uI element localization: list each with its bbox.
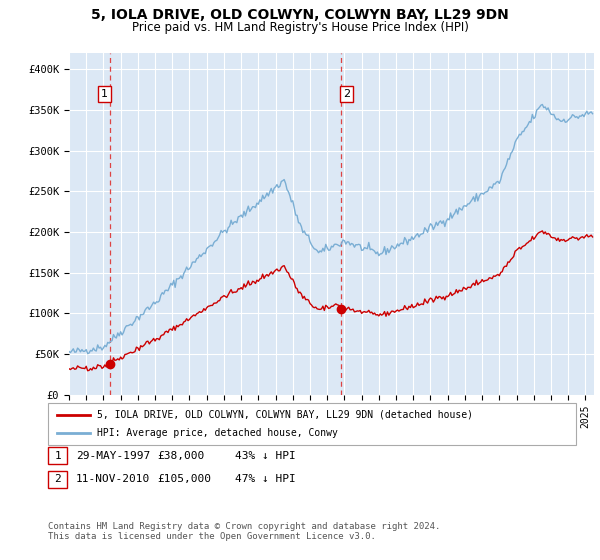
Text: 1: 1 (54, 451, 61, 461)
Text: 47% ↓ HPI: 47% ↓ HPI (235, 474, 296, 484)
Text: 43% ↓ HPI: 43% ↓ HPI (235, 451, 296, 461)
Text: HPI: Average price, detached house, Conwy: HPI: Average price, detached house, Conw… (97, 428, 338, 438)
Text: 2: 2 (54, 474, 61, 484)
Text: 5, IOLA DRIVE, OLD COLWYN, COLWYN BAY, LL29 9DN (detached house): 5, IOLA DRIVE, OLD COLWYN, COLWYN BAY, L… (97, 409, 473, 419)
Text: 1: 1 (101, 89, 108, 99)
Text: Price paid vs. HM Land Registry's House Price Index (HPI): Price paid vs. HM Land Registry's House … (131, 21, 469, 34)
Text: £38,000: £38,000 (157, 451, 205, 461)
Text: 29-MAY-1997: 29-MAY-1997 (76, 451, 151, 461)
Text: Contains HM Land Registry data © Crown copyright and database right 2024.
This d: Contains HM Land Registry data © Crown c… (48, 522, 440, 542)
Text: £105,000: £105,000 (157, 474, 211, 484)
Text: 5, IOLA DRIVE, OLD COLWYN, COLWYN BAY, LL29 9DN: 5, IOLA DRIVE, OLD COLWYN, COLWYN BAY, L… (91, 8, 509, 22)
Text: 2: 2 (343, 89, 350, 99)
Text: 11-NOV-2010: 11-NOV-2010 (76, 474, 151, 484)
